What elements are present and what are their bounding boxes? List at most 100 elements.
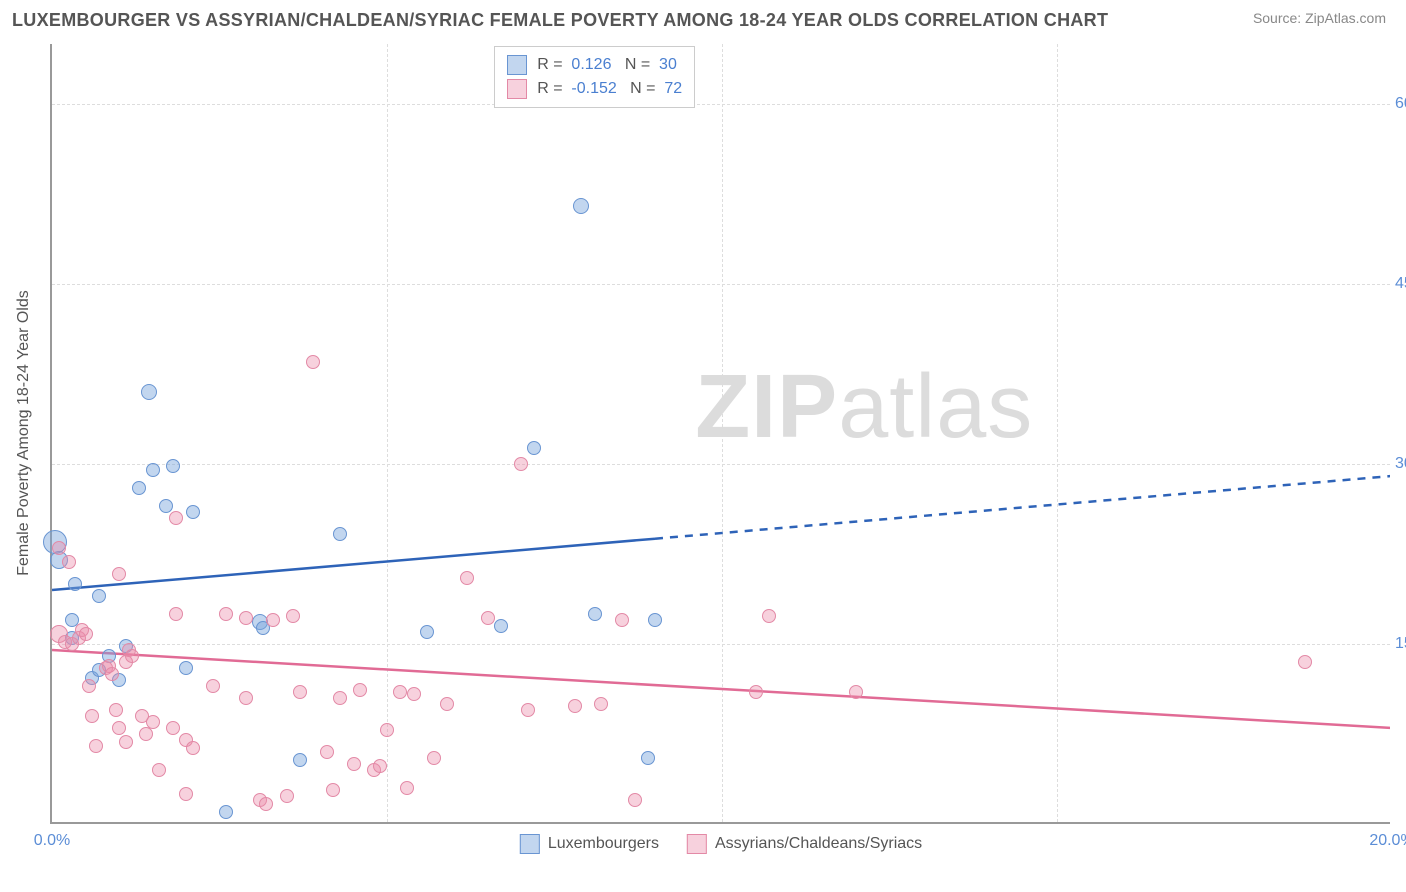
data-point (112, 567, 126, 581)
data-point (286, 609, 300, 623)
data-point (219, 805, 233, 819)
data-point (326, 783, 340, 797)
data-point (460, 571, 474, 585)
data-point (615, 613, 629, 627)
legend-label: Luxembourgers (548, 835, 659, 853)
data-point (373, 759, 387, 773)
chart-source: Source: ZipAtlas.com (1253, 10, 1386, 26)
data-point (347, 757, 361, 771)
gridline-h (52, 644, 1390, 645)
gridline-v (387, 44, 388, 822)
data-point (239, 611, 253, 625)
data-point (159, 499, 173, 513)
data-point (62, 555, 76, 569)
data-point (380, 723, 394, 737)
chart-container: Female Poverty Among 18-24 Year Olds 15.… (50, 44, 1390, 854)
data-point (628, 793, 642, 807)
data-point (293, 753, 307, 767)
data-point (239, 691, 253, 705)
legend-label: Assyrians/Chaldeans/Syriacs (715, 835, 922, 853)
data-point (85, 709, 99, 723)
data-point (109, 703, 123, 717)
data-point (514, 457, 528, 471)
watermark: ZIPatlas (695, 356, 1033, 459)
data-point (266, 613, 280, 627)
data-point (141, 384, 157, 400)
data-point (146, 463, 160, 477)
data-point (179, 787, 193, 801)
gridline-h (52, 464, 1390, 465)
data-point (849, 685, 863, 699)
stats-legend: R = 0.126 N = 30 R = -0.152 N = 72 (494, 46, 695, 108)
data-point (648, 613, 662, 627)
data-point (594, 697, 608, 711)
data-point (353, 683, 367, 697)
data-point (52, 541, 66, 555)
data-point (280, 789, 294, 803)
data-point (68, 577, 82, 591)
data-point (169, 511, 183, 525)
data-point (407, 687, 421, 701)
data-point (527, 441, 541, 455)
plot-area: Female Poverty Among 18-24 Year Olds 15.… (50, 44, 1390, 824)
data-point (112, 721, 126, 735)
data-point (400, 781, 414, 795)
data-point (333, 691, 347, 705)
data-point (521, 703, 535, 717)
data-point (119, 735, 133, 749)
ytick-label: 45.0% (1395, 275, 1406, 293)
data-point (152, 763, 166, 777)
data-point (749, 685, 763, 699)
data-point (320, 745, 334, 759)
ytick-label: 15.0% (1395, 635, 1406, 653)
data-point (494, 619, 508, 633)
data-point (568, 699, 582, 713)
legend-swatch (687, 834, 707, 854)
series-legend: Luxembourgers Assyrians/Chaldeans/Syriacs (520, 834, 922, 854)
data-point (762, 609, 776, 623)
data-point (293, 685, 307, 699)
trend-lines (52, 44, 1390, 822)
data-point (588, 607, 602, 621)
data-point (420, 625, 434, 639)
chart-title: LUXEMBOURGER VS ASSYRIAN/CHALDEAN/SYRIAC… (12, 10, 1108, 31)
data-point (132, 481, 146, 495)
data-point (573, 198, 589, 214)
data-point (179, 661, 193, 675)
data-point (333, 527, 347, 541)
stats-text: R = -0.152 N = 72 (537, 80, 682, 98)
data-point (427, 751, 441, 765)
ytick-label: 30.0% (1395, 455, 1406, 473)
data-point (440, 697, 454, 711)
data-point (166, 721, 180, 735)
data-point (125, 649, 139, 663)
data-point (641, 751, 655, 765)
ytick-label: 60.0% (1395, 95, 1406, 113)
xtick-label: 20.0% (1369, 832, 1406, 850)
gridline-h (52, 284, 1390, 285)
data-point (82, 679, 96, 693)
legend-swatch (507, 79, 527, 99)
series-legend-item: Luxembourgers (520, 834, 659, 854)
gridline-v (1057, 44, 1058, 822)
data-point (259, 797, 273, 811)
data-point (146, 715, 160, 729)
data-point (79, 627, 93, 641)
stats-legend-row: R = 0.126 N = 30 (507, 53, 682, 77)
data-point (105, 667, 119, 681)
data-point (219, 607, 233, 621)
legend-swatch (507, 55, 527, 75)
data-point (186, 505, 200, 519)
stats-text: R = 0.126 N = 30 (537, 56, 677, 74)
gridline-v (722, 44, 723, 822)
y-axis-label: Female Poverty Among 18-24 Year Olds (15, 290, 33, 576)
data-point (139, 727, 153, 741)
data-point (186, 741, 200, 755)
data-point (166, 459, 180, 473)
data-point (393, 685, 407, 699)
data-point (206, 679, 220, 693)
data-point (169, 607, 183, 621)
data-point (1298, 655, 1312, 669)
gridline-h (52, 104, 1390, 105)
data-point (89, 739, 103, 753)
